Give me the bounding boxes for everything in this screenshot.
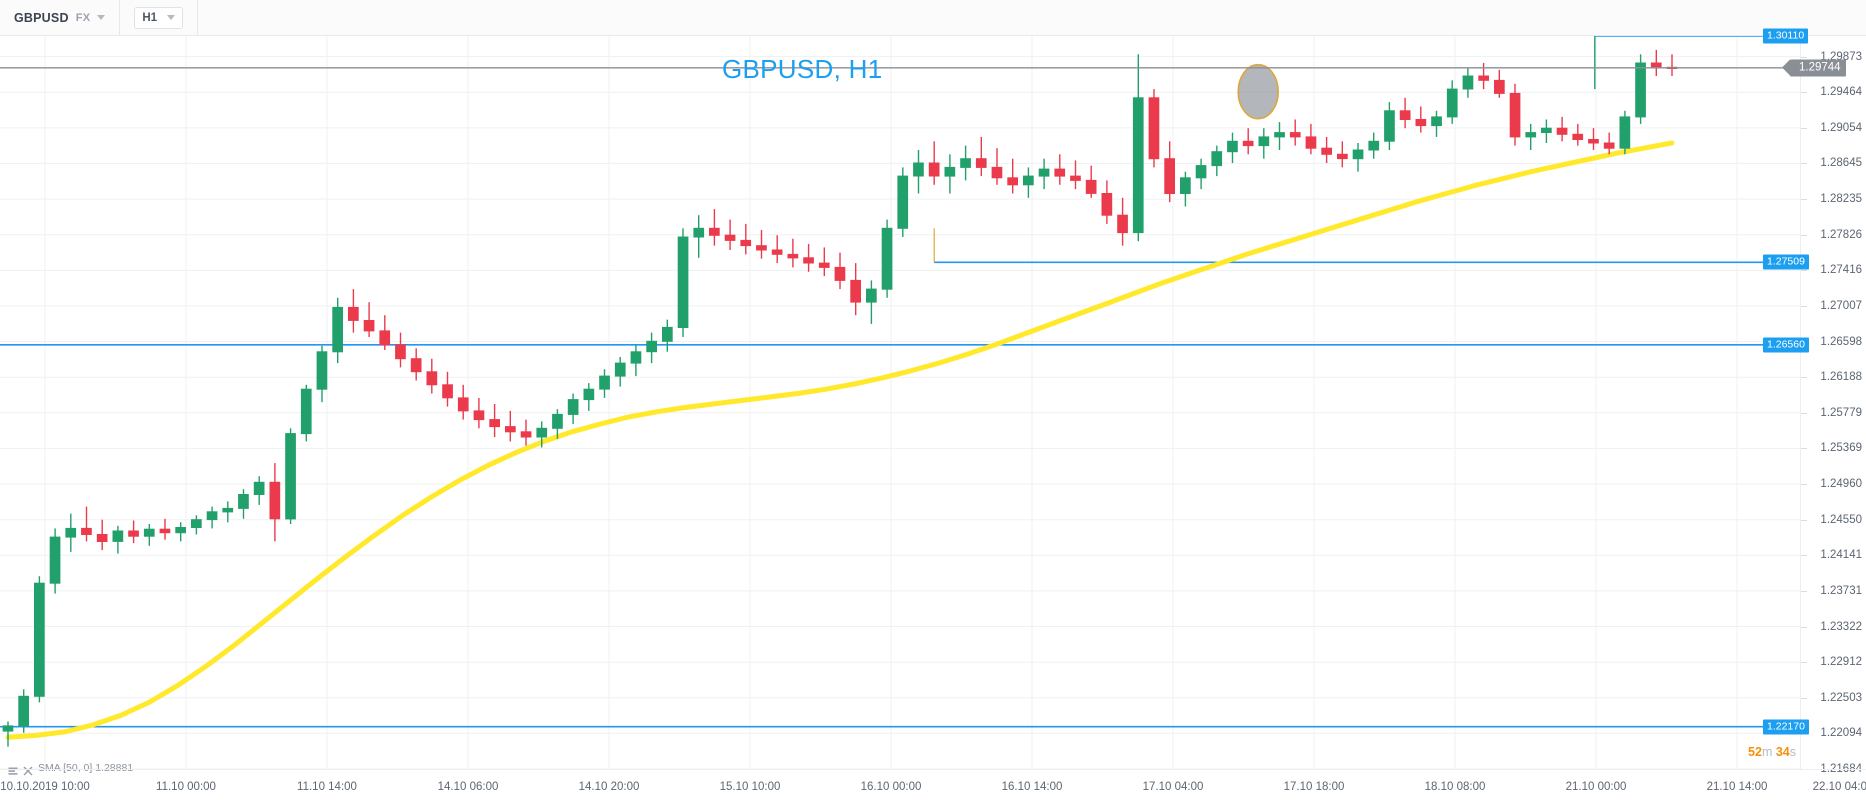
time-tick-label: 17.10 04:00 [1142, 781, 1204, 793]
price-tick-label: 1.24550 [1820, 513, 1862, 526]
price-axis[interactable]: 1.29873 1.29464 1.29054 1.28645 1.28235 1.278… [1763, 28, 1866, 775]
price-tick-label: 1.27007 [1820, 299, 1862, 312]
price-tick-dash [1801, 626, 1807, 628]
axis-divider [0, 769, 1866, 770]
time-tick-label: 21.10 14:00 [1706, 781, 1768, 793]
price-tick-dash [1801, 127, 1807, 129]
chevron-down-icon[interactable] [97, 15, 106, 20]
price-tick-label: 1.23731 [1820, 584, 1862, 597]
chart-settings-icon[interactable] [8, 763, 18, 775]
chart-plot-area[interactable]: GBPUSD, H1 [0, 36, 1800, 769]
price-tick-dash [1801, 305, 1807, 307]
time-tick-label: 15.10 10:00 [719, 781, 781, 793]
bar-countdown-timer: 52m 34s [1748, 745, 1796, 759]
time-tick-label: 14.10 06:00 [437, 781, 499, 793]
price-tick-label: 1.23322 [1820, 620, 1862, 633]
price-tick-dash [1801, 590, 1807, 592]
close-icon[interactable] [23, 763, 33, 776]
timer-minutes-unit: m [1761, 745, 1773, 759]
price-tick-label: 1.28645 [1820, 157, 1862, 170]
grid-lines [0, 36, 1800, 769]
chevron-down-icon[interactable] [167, 15, 176, 20]
time-axis[interactable]: 10.10.2019 10:00 11.10 00:00 11.10 14:00 14… [0, 776, 1866, 805]
timeframe-label: H1 [142, 11, 158, 24]
indicator-label: SMA [50, 0] 1.28881 [38, 762, 134, 774]
timer-seconds-unit: s [1789, 745, 1796, 759]
price-tick-dash [1801, 697, 1807, 699]
time-tick-label: 16.10 14:00 [1001, 781, 1063, 793]
price-tick-dash [1801, 519, 1807, 521]
price-tick-label: 1.24141 [1820, 549, 1862, 562]
price-tick-label: 1.26598 [1820, 335, 1862, 348]
market-label: FX [75, 11, 91, 24]
price-tick-label: 1.24960 [1820, 478, 1862, 490]
timeframe-dropdown[interactable]: H1 [134, 6, 184, 29]
timer-minutes: 52 [1748, 745, 1762, 759]
price-tick-dash [1801, 448, 1807, 450]
price-level-lines [0, 36, 1800, 728]
price-tick-label: 1.29464 [1820, 86, 1862, 99]
price-tick-label: 1.25369 [1820, 442, 1862, 455]
candlestick-plot [0, 36, 1800, 769]
time-tick-label: 11.10 14:00 [297, 781, 357, 793]
ellipse-annotation [1237, 63, 1279, 120]
timer-seconds: 34 [1775, 745, 1790, 759]
price-tick-dash [1801, 484, 1807, 485]
price-tick-dash [1801, 270, 1807, 272]
price-tick-label: 1.27826 [1820, 228, 1862, 241]
price-level-badge[interactable]: 1.30110 [1763, 28, 1809, 44]
price-tick-label: 1.26188 [1820, 371, 1862, 384]
price-tick-dash [1801, 234, 1807, 236]
time-tick-label: 21.10 00:00 [1565, 781, 1627, 793]
price-tick-dash [1801, 199, 1807, 201]
timeframe-selector-cell: H1 [120, 0, 199, 36]
time-tick-label: 10.10.2019 10:00 [0, 781, 90, 793]
price-tick-dash [1801, 377, 1807, 379]
price-tick-label: 1.29054 [1820, 121, 1862, 134]
price-tick-label: 1.29873 [1820, 50, 1862, 63]
price-tick-dash [1801, 412, 1807, 414]
time-tick-label: 17.10 18:00 [1283, 781, 1345, 793]
price-tick-dash [1801, 555, 1807, 557]
time-tick-label: 16.10 00:00 [860, 781, 922, 793]
symbol-selector[interactable]: GBPUSD FX [0, 0, 121, 36]
price-tick-dash [1801, 163, 1807, 165]
price-level-badge[interactable]: 1.27509 [1763, 254, 1809, 270]
time-tick-label: 18.10 08:00 [1424, 781, 1486, 793]
time-tick-label: 22.10 04:00 [1812, 781, 1866, 793]
price-level-badge[interactable]: 1.26560 [1763, 337, 1809, 353]
price-tick-dash [1801, 662, 1807, 664]
indicator-legend[interactable]: SMA [50, 0] 1.28881 [8, 762, 134, 776]
candlestick-series [2, 49, 1678, 747]
price-tick-label: 1.22912 [1820, 656, 1862, 669]
price-tick-label: 1.22503 [1820, 691, 1862, 704]
sma-line [5, 140, 1675, 740]
price-tick-dash [1801, 56, 1807, 58]
symbol-label: GBPUSD [14, 10, 69, 25]
price-tick-label: 1.25779 [1820, 406, 1862, 419]
price-tick-label: 1.27416 [1820, 264, 1862, 277]
chart-toolbar: GBPUSD FX H1 [0, 0, 1866, 36]
time-tick-label: 11.10 00:00 [156, 781, 216, 793]
price-level-badge[interactable]: 1.22170 [1763, 719, 1809, 735]
price-tick-label: 1.28235 [1820, 193, 1862, 206]
price-tick-label: 1.22094 [1820, 727, 1862, 740]
time-tick-label: 14.10 20:00 [578, 781, 640, 793]
price-tick-dash [1801, 92, 1807, 94]
